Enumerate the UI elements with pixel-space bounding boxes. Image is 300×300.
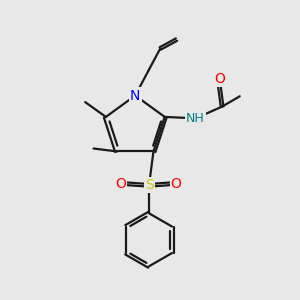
Text: NH: NH [186,112,205,125]
Text: N: N [130,88,140,103]
Text: O: O [214,72,225,86]
Text: O: O [171,177,182,191]
Text: S: S [145,178,153,192]
Text: O: O [115,177,126,191]
